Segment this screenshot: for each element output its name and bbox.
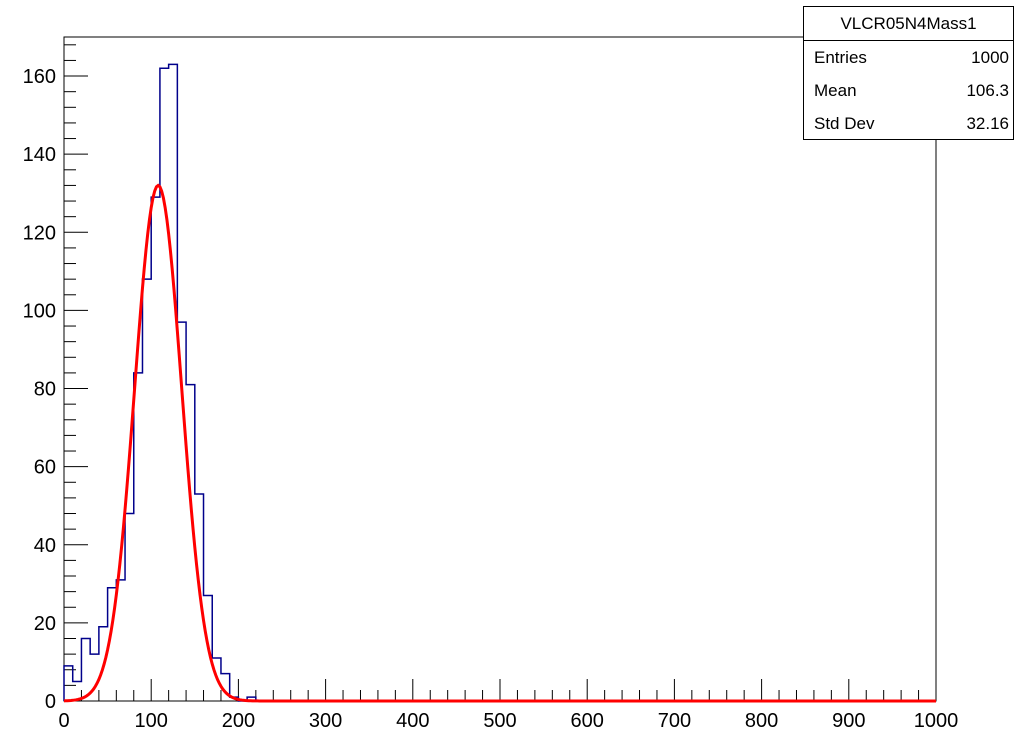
- y-tick-label: 100: [23, 300, 56, 322]
- y-tick-label: 160: [23, 66, 56, 88]
- fit-curve: [63, 183, 936, 703]
- y-tick-label: 0: [45, 691, 56, 713]
- x-tick-label: 200: [222, 710, 255, 732]
- x-tick-label: 400: [396, 710, 429, 732]
- stats-value: 1000: [971, 48, 1009, 67]
- stats-title: VLCR05N4Mass1: [804, 7, 1013, 41]
- x-tick-label: 700: [658, 710, 691, 732]
- x-tick-label: 300: [309, 710, 342, 732]
- histogram-bar: [64, 666, 73, 701]
- y-tick-label: 20: [34, 613, 56, 635]
- histogram-bar: [116, 580, 125, 701]
- y-tick-label: 120: [23, 222, 56, 244]
- stats-row-stddev: Std Dev 32.16: [804, 107, 1013, 140]
- stats-label: Entries: [814, 48, 867, 67]
- histogram-outline: [63, 63, 936, 702]
- histogram-bar: [134, 373, 143, 701]
- histogram: [63, 63, 936, 702]
- stats-label: Mean: [814, 81, 857, 100]
- histogram-bar: [160, 68, 169, 701]
- histogram-bar: [169, 64, 178, 701]
- stats-value: 32.16: [966, 114, 1009, 133]
- tick-labels: 0 100 200 300 400 500 600 700 800 900 1000 0 20 40 60 8…: [23, 66, 959, 732]
- histogram-bar: [81, 639, 90, 701]
- x-tick-label: 600: [571, 710, 604, 732]
- stats-row-entries: Entries 1000: [804, 41, 1013, 74]
- x-tick-label: 500: [483, 710, 516, 732]
- x-tick-label: 1000: [914, 710, 959, 732]
- histogram-bar: [125, 514, 134, 701]
- y-tick-label: 140: [23, 144, 56, 166]
- y-tick-label: 60: [34, 457, 56, 479]
- x-tick-label: 800: [745, 710, 778, 732]
- histogram-bar: [90, 654, 99, 701]
- x-tick-label: 0: [58, 710, 69, 732]
- histogram-bar: [151, 197, 160, 701]
- histogram-bar: [142, 279, 151, 701]
- x-tick-label: 900: [832, 710, 865, 732]
- stats-value: 106.3: [966, 81, 1009, 100]
- gaussian-fit-line: [63, 183, 936, 703]
- y-tick-label: 80: [34, 379, 56, 401]
- x-tick-label: 100: [135, 710, 168, 732]
- y-tick-label: 40: [34, 535, 56, 557]
- stats-box: VLCR05N4Mass1 Entries 1000 Mean 106.3 St…: [803, 6, 1014, 140]
- stats-row-mean: Mean 106.3: [804, 74, 1013, 107]
- stats-label: Std Dev: [814, 114, 875, 133]
